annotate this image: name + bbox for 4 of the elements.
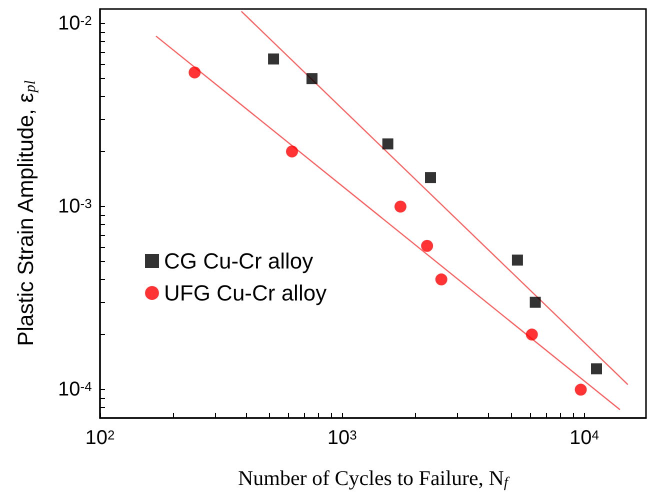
legend-label: CG Cu-Cr alloy	[164, 248, 314, 274]
y-axis-title: Plastic Strain Amplitude, εpl	[13, 80, 39, 346]
legend-label: UFG Cu-Cr alloy	[164, 280, 327, 306]
x-axis-title: Number of Cycles to Failure, Nf	[238, 466, 510, 491]
